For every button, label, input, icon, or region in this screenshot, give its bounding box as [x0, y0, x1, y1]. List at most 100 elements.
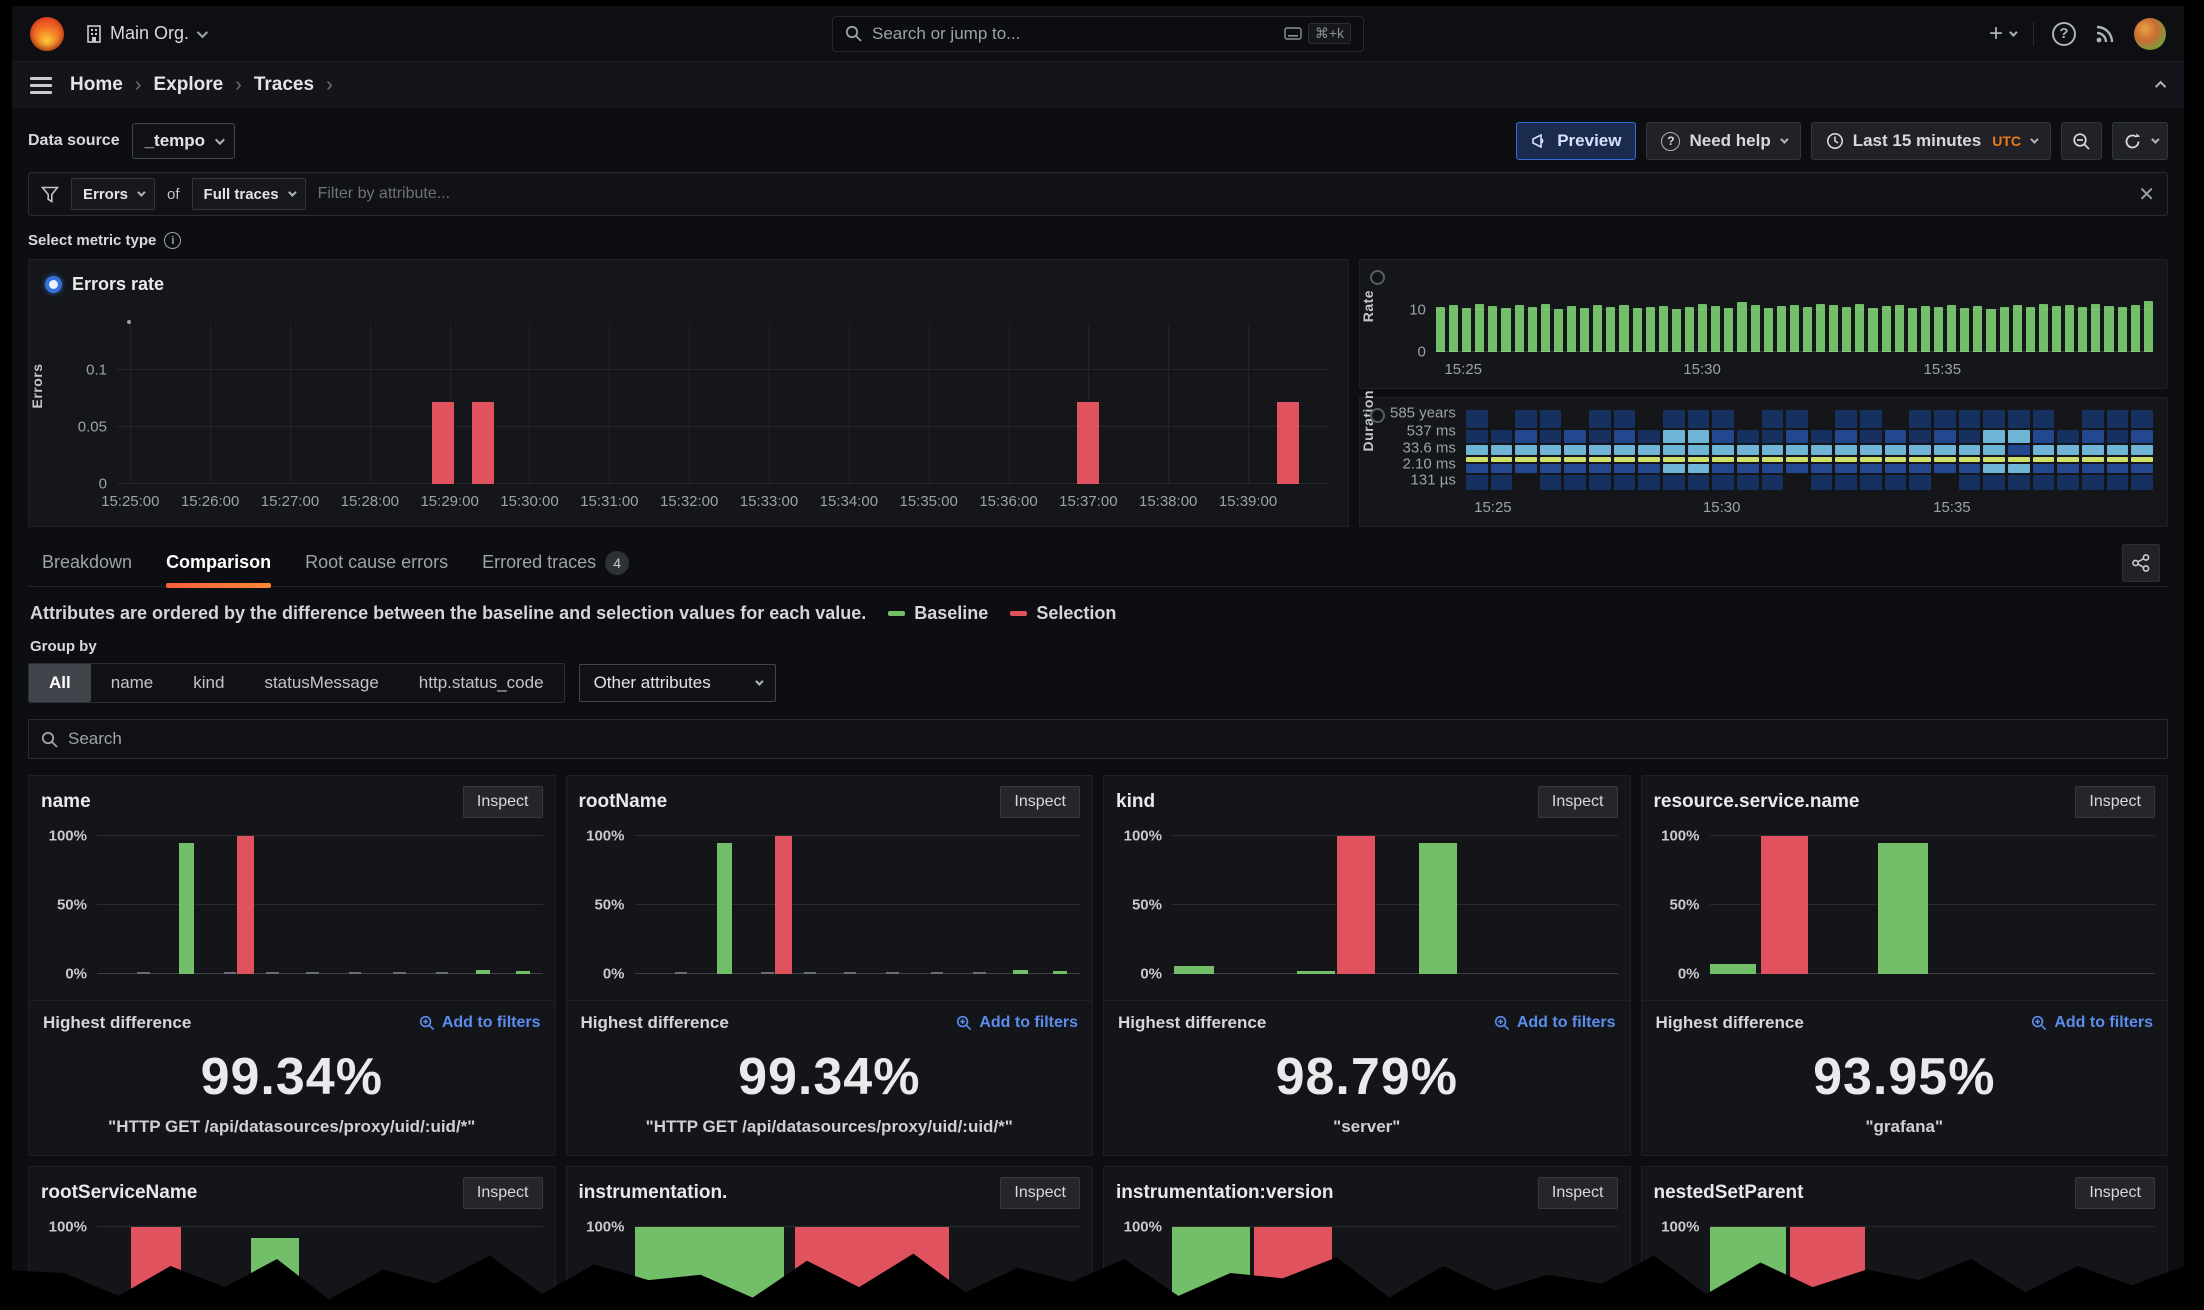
add-to-filters-link[interactable]: Add to filters [2031, 1014, 2153, 1032]
selection-bar[interactable] [1077, 401, 1100, 484]
neutral-bar[interactable] [973, 971, 986, 974]
heatmap-cell [1934, 445, 1956, 455]
inspect-button[interactable]: Inspect [462, 786, 543, 818]
group-by-option-http.status_code[interactable]: http.status_code [399, 664, 564, 702]
collapse-button[interactable] [2154, 76, 2167, 94]
inspect-button[interactable]: Inspect [462, 1177, 543, 1209]
need-help-button[interactable]: ? Need help [1646, 122, 1801, 160]
duration-radio[interactable] [1369, 408, 1385, 423]
selection-bar[interactable] [237, 836, 255, 974]
neutral-bar[interactable] [761, 971, 774, 974]
breadcrumb-traces[interactable]: Traces [253, 74, 315, 95]
baseline-bar[interactable] [1013, 969, 1028, 974]
heatmap-cell [2032, 475, 2055, 490]
neutral-bar[interactable] [674, 971, 688, 974]
other-attributes-select[interactable]: Other attributes [578, 664, 776, 702]
selection-bar[interactable] [432, 401, 454, 484]
gridline [529, 324, 531, 484]
baseline-bar[interactable] [515, 971, 530, 974]
baseline-bar[interactable] [716, 842, 732, 974]
grafana-logo-icon[interactable] [30, 16, 64, 51]
heatmap-cell [2007, 456, 2030, 463]
baseline-bar[interactable] [1174, 965, 1215, 974]
tab-breakdown[interactable]: Breakdown [42, 539, 132, 586]
org-picker[interactable]: Main Org. [86, 23, 209, 44]
heatmap-cell [1663, 456, 1685, 463]
selection-bar[interactable] [471, 401, 494, 484]
y-axis-tick-label: 0.05 [77, 418, 107, 436]
global-search-input[interactable]: Search or jump to... ⌘+k [832, 15, 1364, 52]
data-source-picker[interactable]: _tempo [131, 123, 236, 159]
tab-root-cause-errors[interactable]: Root cause errors [305, 539, 448, 586]
heatmap-cell [1884, 464, 1907, 474]
neutral-bar[interactable] [306, 971, 319, 974]
inspect-button[interactable]: Inspect [2075, 786, 2155, 818]
attribute-search-input[interactable]: Search [28, 719, 2168, 759]
breadcrumb-home[interactable]: Home [70, 74, 123, 95]
selection-bar[interactable] [1276, 401, 1299, 484]
inspect-button[interactable]: Inspect [1537, 1177, 1618, 1209]
baseline-bar[interactable] [1709, 964, 1757, 974]
neutral-bar[interactable] [930, 971, 944, 974]
add-to-filters-link[interactable]: Add to filters [956, 1014, 1078, 1032]
tab-errored-traces[interactable]: Errored traces 4 [482, 539, 630, 586]
add-new-button[interactable]: + [1989, 21, 2018, 46]
neutral-bar[interactable] [843, 971, 857, 974]
help-button[interactable]: ? [2052, 21, 2076, 46]
group-by-option-name[interactable]: name [91, 664, 174, 702]
share-button[interactable] [2122, 543, 2160, 582]
inspect-button[interactable]: Inspect [2075, 1177, 2155, 1209]
refresh-button[interactable] [2112, 122, 2168, 160]
y-axis-tick-label: 100% [586, 827, 625, 845]
baseline-bar[interactable] [1296, 970, 1335, 974]
neutral-bar[interactable] [348, 971, 362, 974]
baseline-bar[interactable] [179, 842, 195, 974]
preview-button[interactable]: Preview [1516, 122, 1637, 160]
rate-radio[interactable] [1369, 270, 1385, 285]
neutral-bar[interactable] [137, 971, 150, 974]
group-by-option-kind[interactable]: kind [173, 664, 244, 702]
neutral-bar[interactable] [435, 971, 449, 974]
baseline-bar[interactable] [1877, 842, 1929, 974]
heatmap-cell [1761, 456, 1784, 463]
duration-panel[interactable]: Duration 585 years 537 ms 33.6 ms 2.10 ms 13… [1358, 390, 2168, 527]
y-axis-tick-label: 2.10 ms [1402, 455, 1456, 473]
rate-panel[interactable]: Rate 10 0 15:25 15:30 15:35 [1358, 259, 2168, 389]
inspect-button[interactable]: Inspect [1000, 786, 1080, 818]
filter-primary-select[interactable]: Errors [71, 178, 156, 210]
user-avatar[interactable] [2134, 17, 2166, 50]
rate-bar [1527, 306, 1537, 352]
card-title: instrumentation:version [1116, 1182, 1334, 1203]
baseline-bar[interactable] [1419, 842, 1458, 974]
neutral-bar[interactable] [886, 971, 899, 974]
baseline-bar[interactable] [475, 969, 491, 974]
add-to-filters-link[interactable]: Add to filters [1494, 1014, 1616, 1032]
neutral-bar[interactable] [266, 971, 279, 974]
neutral-bar[interactable] [223, 971, 237, 974]
filter-attribute-input[interactable]: Filter by attribute... [317, 185, 451, 202]
selection-bar[interactable] [1336, 836, 1375, 974]
filter-clear-button[interactable]: ✕ [2138, 183, 2155, 206]
filter-secondary-select[interactable]: Full traces [191, 178, 306, 210]
tab-comparison[interactable]: Comparison [166, 539, 272, 588]
info-icon[interactable]: i [164, 232, 182, 249]
highest-difference-value: 99.34% [200, 1048, 383, 1106]
breadcrumb-explore[interactable]: Explore [153, 74, 224, 95]
errors-rate-panel[interactable]: Errors rate Errors 0 0.05 0.1 15:25:00 15:26… [28, 259, 1349, 527]
errors-rate-radio[interactable] [45, 276, 62, 293]
neutral-bar[interactable] [803, 971, 817, 974]
inspect-button[interactable]: Inspect [1000, 1177, 1080, 1209]
menu-toggle-button[interactable] [30, 76, 52, 94]
baseline-bar[interactable] [1053, 971, 1068, 974]
neutral-bar[interactable] [393, 971, 406, 974]
zoom-out-button[interactable] [2061, 122, 2102, 160]
selection-bar[interactable] [774, 836, 792, 974]
group-by-option-statusmessage[interactable]: statusMessage [244, 664, 398, 702]
building-icon [87, 24, 101, 43]
add-to-filters-link[interactable]: Add to filters [419, 1014, 541, 1032]
group-by-option-all[interactable]: All [29, 664, 91, 702]
news-rss-icon[interactable] [2094, 23, 2116, 45]
inspect-button[interactable]: Inspect [1537, 786, 1618, 818]
selection-bar[interactable] [1760, 836, 1809, 974]
time-range-picker[interactable]: Last 15 minutes UTC [1810, 122, 2051, 160]
